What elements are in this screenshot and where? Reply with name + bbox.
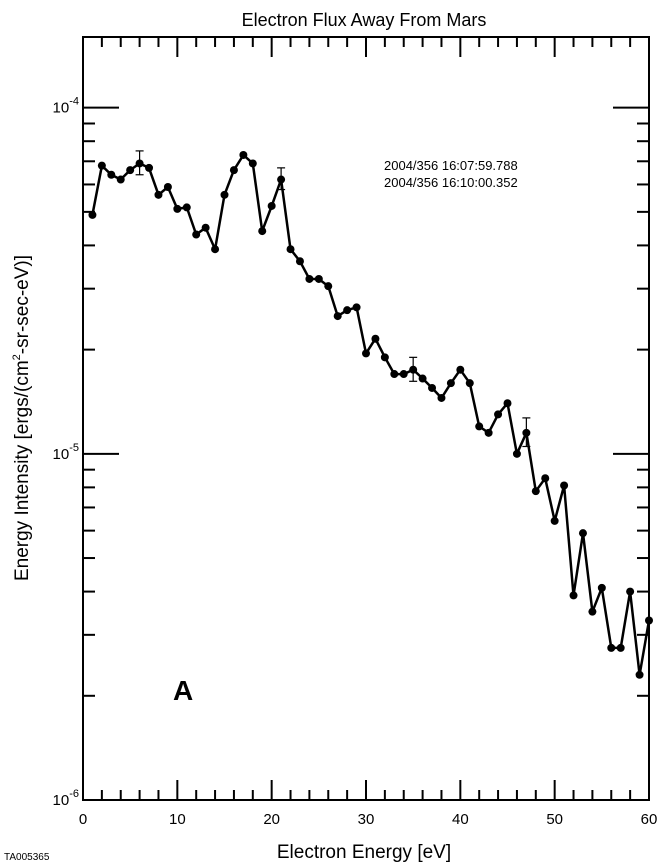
data-point <box>390 370 399 379</box>
data-point <box>324 282 333 291</box>
data-point <box>295 257 304 266</box>
data-point <box>145 163 154 172</box>
data-point <box>286 245 295 254</box>
x-tick-label: 0 <box>79 811 87 828</box>
x-tick-label: 40 <box>452 811 469 828</box>
error-bar <box>409 356 418 382</box>
data-point <box>503 399 512 408</box>
y-tick-label: 10-5 <box>53 442 79 463</box>
data-point <box>616 643 625 652</box>
data-point <box>88 210 97 219</box>
data-point <box>560 481 569 490</box>
figure-id: TA005365 <box>4 852 50 863</box>
y-axis-label-superscript: 2 <box>11 354 23 360</box>
x-tick-label: 10 <box>169 811 186 828</box>
chart-title: Electron Flux Away From Mars <box>242 10 487 30</box>
y-tick-label-base: 10 <box>53 100 70 117</box>
y-tick-label-exponent: -6 <box>69 788 79 800</box>
x-tick-label: 20 <box>263 811 280 828</box>
data-point <box>192 230 201 239</box>
data-point <box>258 227 267 236</box>
x-tick-label: 60 <box>641 811 658 828</box>
data-point <box>371 334 380 343</box>
data-point <box>333 312 342 321</box>
data-point <box>635 670 644 679</box>
data-point <box>173 204 182 213</box>
y-axis-label: Energy Intensity [ergs/(cm2-sr-sec-eV)] <box>11 255 33 581</box>
data-point <box>201 223 210 232</box>
data-point <box>154 190 163 199</box>
y-tick-label-base: 10 <box>53 446 70 463</box>
x-axis-label: Electron Energy [eV] <box>277 842 451 863</box>
data-point <box>182 203 191 212</box>
data-point <box>437 393 446 402</box>
data-point <box>380 353 389 362</box>
error-bar <box>522 417 531 448</box>
error-bar <box>277 167 286 191</box>
axis-ticks <box>82 37 650 801</box>
y-axis-label-main: Energy Intensity [ergs/(cm <box>12 360 33 581</box>
data-point <box>512 449 521 458</box>
data-point <box>163 182 172 191</box>
plot-frame <box>82 36 650 801</box>
data-point <box>239 150 248 159</box>
x-tick-label: 50 <box>546 811 563 828</box>
data-point <box>229 166 238 175</box>
annotation-end-time: 2004/356 16:10:00.352 <box>384 175 518 190</box>
data-point <box>352 303 361 312</box>
y-tick-label-exponent: -4 <box>69 96 79 108</box>
data-point <box>541 474 550 483</box>
data-point <box>550 516 559 525</box>
series-group <box>88 150 653 679</box>
data-point <box>578 529 587 538</box>
x-tick-label: 30 <box>358 811 375 828</box>
data-point <box>362 349 370 358</box>
data-point <box>126 166 135 175</box>
y-axis-label-tail: -sr-sec-eV)] <box>12 255 33 354</box>
data-point <box>428 383 437 392</box>
data-point <box>343 306 352 315</box>
data-point <box>267 201 276 210</box>
data-point <box>626 587 635 596</box>
data-point <box>484 428 493 437</box>
data-point <box>248 159 257 168</box>
data-point <box>211 245 220 254</box>
error-bar <box>135 150 144 176</box>
annotation-start-time: 2004/356 16:07:59.788 <box>384 158 518 173</box>
y-tick-label-exponent: -5 <box>69 442 79 454</box>
y-tick-label: 10-4 <box>53 96 79 117</box>
data-point <box>531 487 540 496</box>
data-point <box>116 175 125 184</box>
data-point <box>475 422 484 431</box>
data-point <box>588 607 597 616</box>
data-point <box>465 379 474 388</box>
data-point <box>569 591 578 600</box>
data-point <box>597 583 606 592</box>
data-point <box>456 365 465 374</box>
data-point <box>107 170 116 179</box>
y-tick-label-base: 10 <box>53 792 70 809</box>
data-point <box>220 190 229 199</box>
data-point <box>305 274 314 283</box>
panel-label: A <box>173 675 193 706</box>
data-point <box>97 161 106 170</box>
data-point <box>314 274 323 283</box>
data-point <box>607 643 616 652</box>
data-point <box>494 410 503 419</box>
y-tick-label: 10-6 <box>53 788 79 809</box>
data-point <box>418 374 427 383</box>
data-point <box>399 370 408 379</box>
series-line <box>91 153 651 677</box>
data-point <box>446 379 455 388</box>
data-point <box>645 616 653 625</box>
